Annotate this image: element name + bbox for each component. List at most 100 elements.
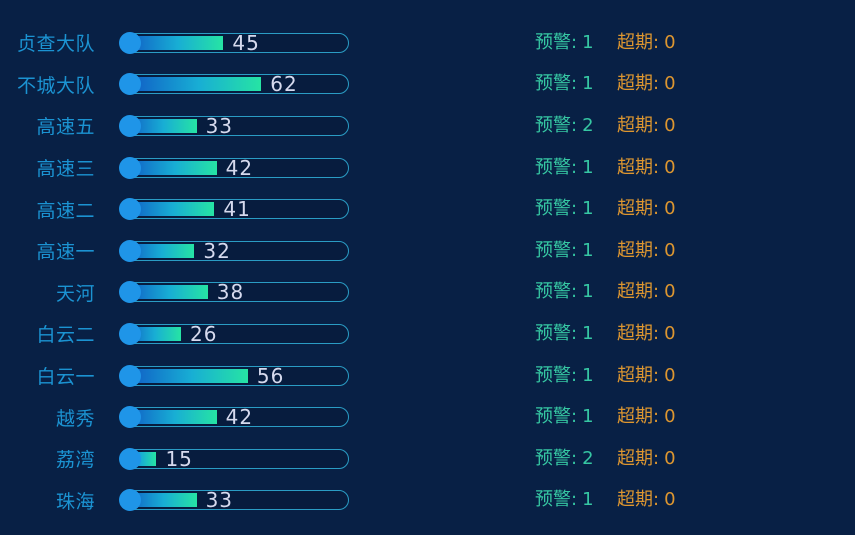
overdue-value: 0 [664, 447, 676, 469]
warning-value: 2 [582, 447, 594, 469]
rows-container: 贞查大队 45 预警: 1 超期: 0 不城大队 62 预警: 1 超期: 0 [0, 22, 855, 521]
warning-stat: 预警: 2 [535, 447, 617, 469]
bar-value: 15 [165, 446, 193, 471]
warning-label: 预警: [535, 114, 578, 136]
warning-label: 预警: [535, 447, 578, 469]
overdue-label: 超期: [617, 489, 660, 511]
overdue-label: 超期: [617, 156, 660, 178]
overdue-label: 超期: [617, 73, 660, 95]
warning-value: 1 [582, 239, 594, 261]
overdue-value: 0 [664, 31, 676, 53]
bar-track: 42 [119, 406, 349, 429]
bar-fill [123, 118, 197, 133]
overdue-value: 0 [664, 239, 676, 261]
row-label: 不城大队 [16, 74, 95, 97]
table-row: 天河 38 预警: 1 超期: 0 [0, 272, 855, 314]
warning-label: 预警: [535, 489, 578, 511]
warning-label: 预警: [535, 31, 578, 53]
bar-fill [123, 160, 217, 175]
row-stats: 预警: 1 超期: 0 [535, 75, 676, 93]
warning-value: 1 [582, 322, 594, 344]
bar-fill [123, 35, 224, 50]
overdue-label: 超期: [617, 31, 660, 53]
bar-fill [123, 410, 217, 425]
bar-track: 45 [119, 30, 349, 55]
warning-label: 预警: [535, 73, 578, 95]
overdue-label: 超期: [617, 198, 660, 220]
bar-track: 32 [119, 239, 349, 262]
bar-track: 62 [119, 73, 349, 96]
row-stats: 预警: 1 超期: 0 [535, 239, 676, 261]
row-stats: 预警: 1 超期: 0 [535, 491, 676, 509]
overdue-label: 超期: [617, 364, 660, 386]
warning-label: 预警: [535, 156, 578, 178]
table-row: 不城大队 62 预警: 1 超期: 0 [0, 64, 855, 106]
overdue-value: 0 [664, 489, 676, 511]
warning-value: 1 [582, 406, 594, 428]
overdue-label: 超期: [617, 239, 660, 261]
row-label: 高速三 [36, 158, 95, 181]
warning-stat: 预警: 1 [535, 283, 617, 301]
overdue-stat: 超期: 0 [617, 364, 676, 386]
bar-value: 33 [205, 488, 234, 513]
overdue-value: 0 [664, 114, 676, 136]
bar-track: 41 [119, 198, 349, 221]
warning-value: 1 [582, 156, 594, 178]
bar-track: 33 [119, 113, 349, 138]
bar-value: 26 [189, 321, 218, 346]
warning-stat: 预警: 1 [535, 491, 617, 509]
overdue-value: 0 [664, 322, 676, 344]
row-label: 越秀 [55, 407, 95, 430]
overdue-label: 超期: [617, 281, 660, 303]
row-stats: 预警: 1 超期: 0 [535, 31, 676, 53]
overdue-stat: 超期: 0 [617, 156, 676, 178]
bar-fill [123, 243, 195, 258]
bar-cap-circle [119, 156, 141, 179]
row-label: 高速二 [36, 199, 95, 222]
warning-label: 预警: [535, 322, 578, 344]
row-stats: 预警: 1 超期: 0 [535, 364, 676, 386]
bar-fill [123, 368, 248, 383]
warning-value: 1 [582, 198, 594, 220]
overdue-stat: 超期: 0 [617, 239, 676, 261]
warning-value: 1 [582, 31, 594, 53]
row-label: 珠海 [55, 490, 95, 513]
bar-value: 56 [256, 363, 285, 388]
warning-value: 2 [582, 114, 594, 136]
table-row: 越秀 42 预警: 1 超期: 0 [0, 396, 855, 438]
warning-stat: 预警: 1 [535, 156, 617, 178]
warning-stat: 预警: 1 [535, 239, 617, 261]
bar-cap-circle [119, 31, 141, 54]
overdue-value: 0 [664, 198, 676, 220]
bar-track: 26 [119, 321, 349, 346]
bar-cap-circle [119, 322, 141, 345]
table-row: 贞查大队 45 预警: 1 超期: 0 [0, 22, 855, 64]
bar-fill [123, 285, 208, 300]
row-stats: 预警: 1 超期: 0 [535, 283, 676, 301]
row-stats: 预警: 1 超期: 0 [535, 156, 676, 178]
bar-cap-circle [119, 447, 141, 470]
bar-value: 45 [232, 30, 260, 55]
overdue-stat: 超期: 0 [617, 114, 676, 136]
table-row: 高速三 42 预警: 1 超期: 0 [0, 147, 855, 189]
bar-fill [123, 77, 262, 92]
overdue-value: 0 [664, 73, 676, 95]
bar-track: 15 [119, 446, 349, 471]
warning-label: 预警: [535, 198, 578, 220]
bar-cap-circle [119, 114, 141, 137]
bar-value: 38 [216, 280, 245, 305]
row-label: 贞查大队 [16, 33, 95, 56]
warning-value: 1 [582, 281, 594, 303]
table-row: 白云一 56 预警: 1 超期: 0 [0, 355, 855, 397]
row-stats: 预警: 2 超期: 0 [535, 447, 676, 469]
overdue-value: 0 [664, 281, 676, 303]
table-row: 荔湾 15 预警: 2 超期: 0 [0, 438, 855, 480]
warning-value: 1 [582, 364, 594, 386]
row-label: 高速一 [36, 241, 95, 264]
bar-track: 33 [119, 488, 349, 513]
row-stats: 预警: 1 超期: 0 [535, 200, 676, 218]
bar-value: 33 [205, 113, 234, 138]
overdue-stat: 超期: 0 [617, 200, 676, 218]
bar-value: 42 [225, 155, 254, 180]
